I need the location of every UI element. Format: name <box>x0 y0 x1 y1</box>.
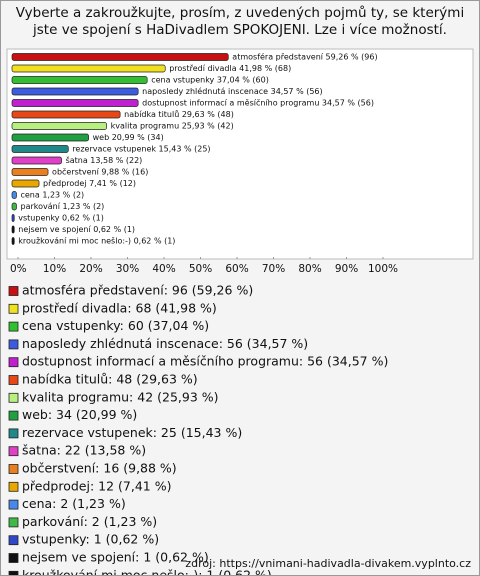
bar-label: cena vstupenky 37,04 % (60) <box>151 76 269 85</box>
legend-label: web: 34 (20,99 %) <box>22 407 137 422</box>
legend-label: nabídka titulů: 48 (29,63 %) <box>22 372 198 387</box>
bar <box>11 179 40 188</box>
legend-swatch <box>8 303 19 314</box>
bar <box>11 156 62 165</box>
legend-label: kroužkování mi moc nešlo:-): 1 (0,62 %) <box>22 567 272 575</box>
bar <box>11 53 229 61</box>
bar <box>11 64 166 73</box>
legend-swatch <box>8 553 19 563</box>
bar <box>11 133 89 142</box>
legend-label: šatna: 22 (13,58 %) <box>22 443 146 458</box>
chart-title: Vyberte a zakroužkujte, prosím, z uveden… <box>15 5 465 38</box>
bar <box>11 191 17 199</box>
bar-label: web 20,99 % (34) <box>93 133 164 142</box>
legend-swatch <box>8 499 19 510</box>
legend-swatch <box>8 321 19 332</box>
legend-label: předprodej: 12 (7,41 %) <box>22 478 171 493</box>
bar <box>11 110 121 119</box>
bar <box>11 202 17 211</box>
legend-swatch <box>8 357 19 368</box>
bar <box>11 225 15 234</box>
legend-label: parkování: 2 (1,23 %) <box>22 514 157 529</box>
legend-label: kvalita programu: 42 (25,93 %) <box>22 389 219 404</box>
legend-swatch <box>8 428 19 439</box>
bar <box>11 122 107 130</box>
legend-swatch <box>8 446 19 457</box>
legend-label: atmosféra představení: 96 (59,26 %) <box>22 283 253 298</box>
x-tick-label: 30% <box>116 263 139 275</box>
plot-area <box>6 48 474 260</box>
x-tick-label: 100% <box>368 263 398 275</box>
bar <box>11 99 139 107</box>
bar-label: prostředí divadla 41,98 % (68) <box>169 64 291 73</box>
bar <box>11 168 49 176</box>
legend-swatch <box>8 517 19 528</box>
legend-swatch <box>8 570 19 575</box>
legend-swatch <box>8 410 19 421</box>
legend-label: cena vstupenky: 60 (37,04 %) <box>22 318 209 333</box>
bar-label: občerstvení 9,88 % (16) <box>52 167 148 177</box>
legend-swatch <box>8 286 19 296</box>
x-tick-label: 70% <box>262 263 285 275</box>
x-tick-label: 80% <box>298 263 321 275</box>
bar-label: nabídka titulů 29,63 % (48) <box>124 109 234 119</box>
x-tick-label: 40% <box>152 263 175 275</box>
x-tick-label: 20% <box>79 263 102 275</box>
bar <box>11 145 69 153</box>
x-tick-label: 10% <box>43 263 66 275</box>
x-tick-label: 50% <box>189 263 212 275</box>
bar-label: vstupenky 0,62 % (1) <box>18 214 104 223</box>
legend-swatch <box>8 481 19 492</box>
bar-label: šatna 13,58 % (22) <box>66 155 143 165</box>
legend-label: rezervace vstupenek: 25 (15,43 %) <box>22 425 242 440</box>
bar-label: kroužkování mi moc nešlo:-) 0,62 % (1) <box>18 236 175 246</box>
legend-label: nejsem ve spojení: 1 (0,62 %) <box>22 550 209 565</box>
legend-label: cena: 2 (1,23 %) <box>22 496 126 511</box>
bar-label: rezervace vstupenek 15,43 % (25) <box>72 145 210 154</box>
legend-label: prostředí divadla: 68 (41,98 %) <box>22 300 217 315</box>
x-tick-label: 90% <box>335 263 358 275</box>
legend-label: občerstvení: 16 (9,88 %) <box>22 461 177 476</box>
bar-label: dostupnost informací a měsíčního program… <box>142 98 374 108</box>
legend-label: naposledy zhlédnutá inscenace: 56 (34,57… <box>22 336 308 351</box>
bar-label: parkování 1,23 % (2) <box>20 202 104 211</box>
bar <box>11 76 148 84</box>
legend-swatch <box>8 375 19 385</box>
legend-label: dostupnost informací a měsíčního program… <box>22 354 388 369</box>
x-tick-label: 60% <box>225 263 248 275</box>
bar-label: naposledy zhlédnutá inscenace 34,57 % (5… <box>142 86 322 96</box>
bar <box>11 214 15 222</box>
legend-swatch <box>8 535 19 546</box>
legend-swatch <box>8 392 19 403</box>
legend-label: vstupenky: 1 (0,62 %) <box>22 532 159 547</box>
legend-swatch <box>8 339 19 350</box>
bar-label: atmosféra představení 59,26 % (96) <box>232 52 377 62</box>
x-tick-label: 0% <box>10 263 27 275</box>
source: zdroj: https://vnimani-hadivadla-divakem… <box>185 557 471 570</box>
bar-label: kvalita programu 25,93 % (42) <box>111 122 234 131</box>
bar <box>11 87 139 96</box>
bar-label: předprodej 7,41 % (12) <box>43 179 136 188</box>
bar-label: cena 1,23 % (2) <box>20 191 84 200</box>
bar-label: nejsem ve spojení 0,62 % (1) <box>18 225 135 234</box>
bar <box>11 237 15 245</box>
legend-swatch <box>8 464 19 474</box>
